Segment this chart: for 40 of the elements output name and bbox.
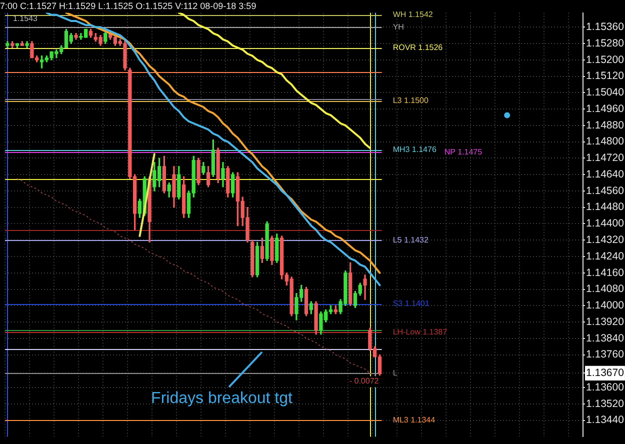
y-tick-label: 1.14320 — [586, 234, 624, 246]
y-tick-label: 1.15040 — [586, 86, 624, 99]
y-tick-label: 1.14720 — [586, 152, 624, 164]
annotation: Fridays breakout tgt — [151, 390, 293, 408]
y-tick-label: 1.15360 — [586, 21, 624, 34]
ref-line-label: LH-Low 1.1387 — [392, 327, 448, 336]
y-tick-label: 1.14560 — [586, 184, 624, 197]
annotation: - 0.0072 — [349, 376, 380, 386]
y-tick-label: 1.14160 — [586, 266, 624, 279]
chart-title: 7:00 C:1.1527 H:1.1529 L:1.1525 O:1.1525 V:112 08-09-18 3:59 — [0, 0, 256, 11]
ref-line-label: WH 1.1542 — [392, 10, 434, 20]
ref-line-label: ROVR 1.1526 — [392, 42, 444, 52]
ref-line-label: MH3 1.1476 — [392, 145, 437, 154]
y-tick-label: 1.15200 — [586, 54, 624, 66]
ref-line-label: YH — [392, 22, 404, 32]
y-tick-label: 1.13920 — [586, 316, 624, 328]
ref-line-label: L3 1.1500 — [392, 96, 429, 106]
ref-line-label: L — [392, 368, 398, 378]
y-tick-label: 1.14960 — [586, 102, 624, 115]
y-tick-label: 1.14240 — [586, 250, 624, 262]
y-tick-label: 1.14000 — [586, 300, 624, 312]
annotation: 1.1543 — [13, 14, 38, 24]
y-tick-label: 1.14640 — [586, 168, 624, 180]
ref-line-label: L5 1.1432 — [392, 235, 429, 244]
y-tick-label: 1.14080 — [586, 283, 624, 296]
y-tick-label: 1.13840 — [586, 332, 624, 344]
y-tick-label: 1.14480 — [586, 201, 624, 214]
y-tick-label: 1.13670 — [586, 367, 624, 380]
y-tick-label: 1.13600 — [586, 381, 624, 394]
y-tick-label: 1.14880 — [586, 119, 624, 132]
y-tick-label: 1.13520 — [586, 398, 624, 410]
y-tick-label: 1.14400 — [586, 218, 624, 230]
y-tick-label: 1.13760 — [586, 348, 624, 361]
ref-line-label: S3 1.1401 — [392, 298, 430, 308]
y-tick-label: 1.15120 — [586, 70, 624, 82]
y-tick-label: 1.13440 — [586, 414, 624, 426]
ref-line-label: ML3 1.1344 — [392, 416, 436, 425]
ref-line-label: NP 1.1475 — [444, 147, 483, 156]
y-tick-label: 1.14800 — [586, 136, 624, 148]
y-tick-label: 1.15280 — [586, 37, 624, 50]
